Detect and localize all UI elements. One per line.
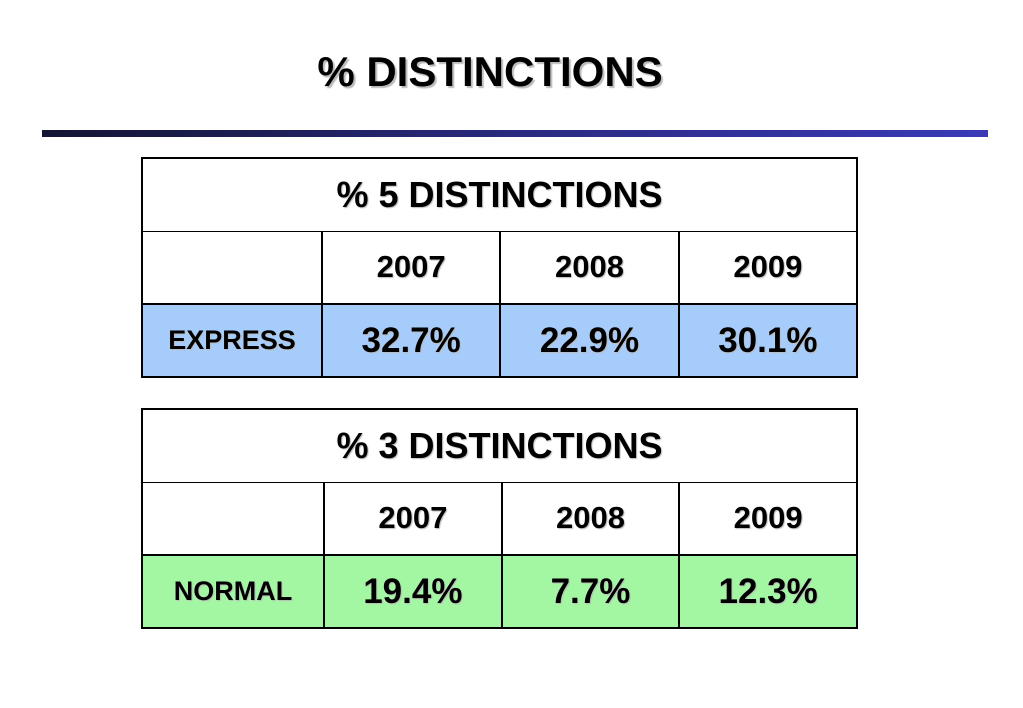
table-title: % 5 DISTINCTIONS	[141, 157, 858, 232]
row-label: NORMAL	[141, 554, 325, 629]
value-cell: 7.7%	[500, 554, 681, 629]
value-cell: 30.1%	[677, 303, 859, 378]
year-header: 2009	[678, 481, 858, 556]
year-header: 2007	[320, 230, 502, 305]
value-cell: 32.7%	[320, 303, 502, 378]
value-cell: 19.4%	[323, 554, 503, 629]
year-header: 2007	[323, 481, 503, 556]
empty-cell	[141, 481, 325, 556]
value-cell: 12.3%	[678, 554, 858, 629]
year-header: 2008	[500, 481, 681, 556]
value-cell: 22.9%	[499, 303, 680, 378]
table-title: % 3 DISTINCTIONS	[141, 408, 858, 483]
title-rule	[42, 130, 988, 137]
year-header: 2008	[499, 230, 680, 305]
year-header: 2009	[677, 230, 859, 305]
row-label: EXPRESS	[141, 303, 323, 378]
distinctions-table: % 5 DISTINCTIONS 2007 2008 2009 EXPRESS …	[141, 157, 859, 378]
distinctions-table: % 3 DISTINCTIONS 2007 2008 2009 NORMAL 1…	[141, 408, 858, 629]
slide-title: % DISTINCTIONS	[317, 48, 663, 95]
empty-cell	[141, 230, 323, 305]
